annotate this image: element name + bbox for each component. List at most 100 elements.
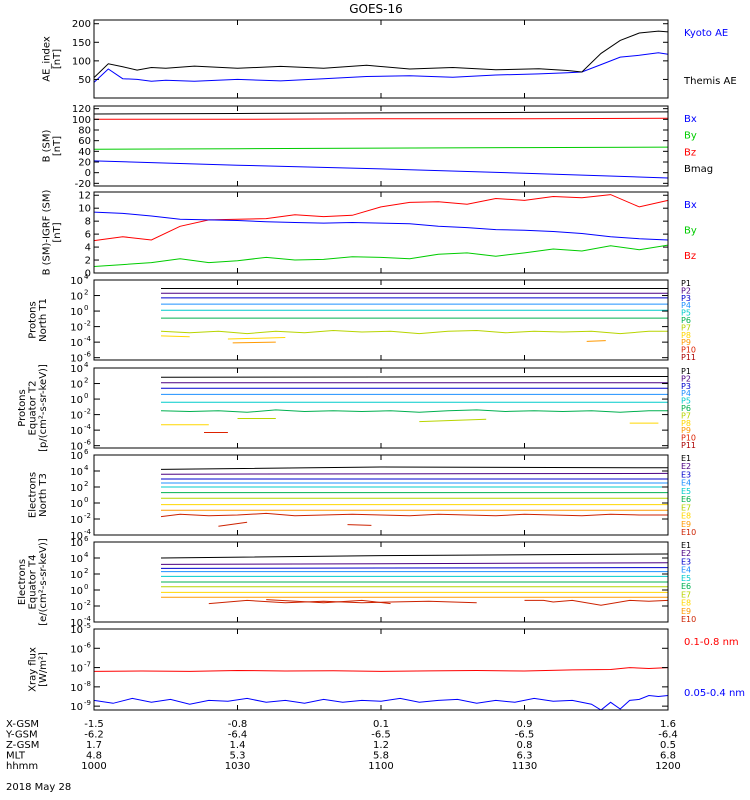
legend-p7: P7 <box>681 411 691 420</box>
y-tick-label: 20 <box>78 158 91 169</box>
legend-e9: E9 <box>681 607 691 616</box>
legend-p3: P3 <box>681 294 691 303</box>
y-tick-exponent: -4 <box>84 423 92 431</box>
legend-p4: P4 <box>681 389 691 398</box>
legend-e6: E6 <box>681 582 691 591</box>
legend-p3: P3 <box>681 382 691 391</box>
y-tick-label: 10 <box>70 426 83 437</box>
ephemeris-value: 1.6 <box>660 719 676 730</box>
series-line-e2 <box>160 562 669 565</box>
y-tick-exponent: -4 <box>84 335 92 343</box>
series-line-bz <box>94 117 669 120</box>
y-tick-label: 10 <box>70 307 83 318</box>
y-tick-label: 10 <box>70 442 83 453</box>
legend-e8: E8 <box>681 599 691 608</box>
y-tick-label: 60 <box>78 136 91 147</box>
series-line-bmag <box>93 111 669 115</box>
y-tick-label: 200 <box>72 19 91 30</box>
series-line-e1 <box>160 466 669 470</box>
y-tick-exponent: 4 <box>84 361 89 369</box>
ephemeris-label: MLT <box>6 751 26 762</box>
legend-e4: E4 <box>681 566 691 575</box>
y-axis-label: ElectronsNorth T3 <box>28 472 50 518</box>
legend-e5: E5 <box>681 574 691 583</box>
y-axis-label: ProtonsEquator T2[p/(cm²-s-sr-keV)] <box>17 364 49 452</box>
legend-e7: E7 <box>681 590 691 599</box>
y-tick-label: 10 <box>70 292 83 303</box>
y-tick-exponent: -2 <box>84 599 91 607</box>
panel-frame <box>93 367 669 449</box>
legend-p6: P6 <box>681 404 691 413</box>
ephemeris-value: 1.7 <box>86 740 102 751</box>
legend-p4: P4 <box>681 301 691 310</box>
legend-p7: P7 <box>681 323 691 332</box>
series-line-e2 <box>160 472 669 475</box>
ephemeris-value: -6.5 <box>515 730 535 741</box>
legend-e3: E3 <box>681 470 691 479</box>
legend-bz: Bz <box>684 251 696 262</box>
ephemeris-label: Y-GSM <box>5 730 38 741</box>
y-tick-exponent: 4 <box>84 551 89 559</box>
ephemeris-value: 1200 <box>655 761 680 772</box>
y-tick-exponent: -4 <box>84 528 92 536</box>
legend-p2: P2 <box>681 286 691 295</box>
series-line-bz <box>93 194 669 242</box>
y-tick-label: 100 <box>72 56 91 67</box>
series-line-bx <box>93 211 669 241</box>
y-tick-label: 10 <box>70 554 83 565</box>
y-tick-label: 10 <box>70 467 83 478</box>
legend-p10: P10 <box>681 346 696 355</box>
ephemeris-value: 4.8 <box>86 751 102 762</box>
y-tick-label: 10 <box>70 618 83 629</box>
ephemeris-label: hhmm <box>6 761 38 772</box>
panel-frame <box>93 105 669 187</box>
series-line-p8 <box>160 335 190 338</box>
legend-e7: E7 <box>681 503 691 512</box>
y-tick-label: 10 <box>70 395 83 406</box>
date-label: 2018 May 28 <box>6 782 71 793</box>
ephemeris-label: X-GSM <box>6 719 39 730</box>
y-tick-label: 10 <box>70 570 83 581</box>
y-tick-exponent: 6 <box>84 535 89 543</box>
ephemeris-value: -6.2 <box>84 730 104 741</box>
y-tick-label: 0 <box>85 168 91 179</box>
y-tick-label: 10 <box>70 531 83 542</box>
panel-frame <box>93 19 669 99</box>
y-tick-exponent: -6 <box>84 351 92 359</box>
y-tick-label: 10 <box>70 664 83 675</box>
ephemeris-value: 1130 <box>512 761 537 772</box>
y-tick-label: 10 <box>78 204 91 215</box>
y-tick-label: 10 <box>70 644 83 655</box>
y-tick-label: 8 <box>85 217 91 228</box>
y-tick-exponent: -9 <box>84 699 91 707</box>
y-axis-label: AE_index[nT] <box>42 36 64 82</box>
legend-e5: E5 <box>681 487 691 496</box>
series-line-e3 <box>160 567 669 569</box>
legend-bmag: Bmag <box>684 164 713 175</box>
ephemeris-value: 0.1 <box>373 719 389 730</box>
series-line-themis-ae <box>93 30 669 78</box>
legend-p11: P11 <box>681 441 696 450</box>
legend-p9: P9 <box>681 338 691 347</box>
y-tick-label: 40 <box>78 147 91 158</box>
ephemeris-value: 1.2 <box>373 740 389 751</box>
legend-e9: E9 <box>681 520 691 529</box>
y-tick-exponent: -6 <box>84 439 92 447</box>
legend-p2: P2 <box>681 374 691 383</box>
series-line-kyoto-ae <box>93 52 669 83</box>
legend-bz: Bz <box>684 147 696 158</box>
ephemeris-value: 5.8 <box>373 751 389 762</box>
y-tick-label: 4 <box>85 243 91 254</box>
y-tick-exponent: -8 <box>84 680 91 688</box>
y-tick-label: 10 <box>70 338 83 349</box>
panel-ae: 50 100 150 200 AE_index[nT] Kyoto AE Themis AE <box>42 19 737 99</box>
y-tick-label: 10 <box>70 515 83 526</box>
legend-by: By <box>684 226 697 237</box>
ephemeris-value: 1100 <box>368 761 393 772</box>
legend-p5: P5 <box>681 309 691 318</box>
y-axis-label: Xray flux[W/m²] <box>28 647 50 692</box>
chart-title: GOES-16 <box>349 2 403 16</box>
